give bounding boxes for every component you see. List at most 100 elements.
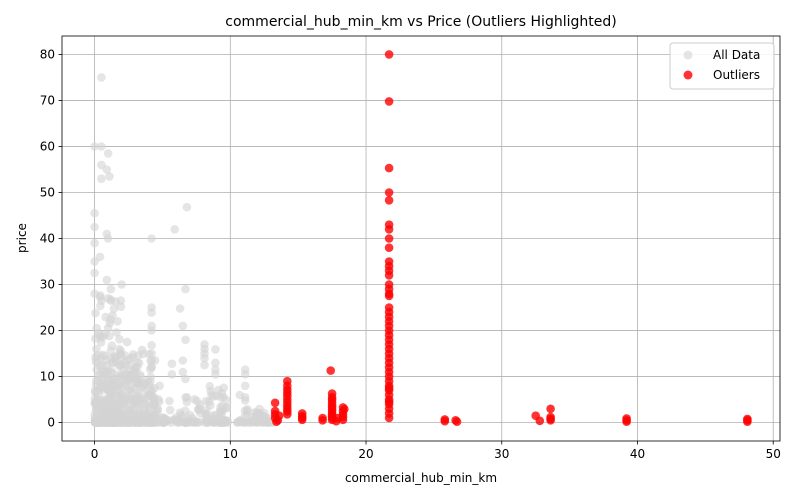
y-tick-label: 30 [40,278,55,292]
x-tick-label: 30 [494,447,509,461]
all-data-point [216,393,226,402]
x-tick-label: 50 [766,447,781,461]
y-tick-label: 60 [40,139,55,153]
y-tick-label: 10 [40,370,55,384]
outlier-point [272,417,281,427]
all-data-point [147,308,156,317]
outlier-point [452,417,462,427]
legend-marker-all-data [683,50,693,60]
legend-label-outliers: Outliers [713,68,760,82]
outlier-point [270,398,280,408]
legend-box [669,42,775,90]
outlier-point [384,163,394,173]
all-data-point [142,417,152,427]
outlier-point [546,416,555,425]
all-data-point [211,370,220,379]
all-data-point [103,234,113,243]
all-data-point [90,222,99,232]
all-data-point [155,381,164,391]
all-data-point [146,377,155,386]
all-data-point [95,406,104,415]
outlier-point [440,416,450,426]
all-data-point [92,418,101,427]
legend-marker-outliers [683,70,693,80]
all-data-point [109,304,119,314]
all-data-point [200,360,209,370]
all-data-point [90,238,99,248]
all-data-point [240,396,250,405]
all-data-point [114,398,124,408]
all-data-point [116,302,126,312]
all-data-point [113,317,122,326]
all-data-point [107,341,117,351]
all-data-point [243,404,252,414]
x-axis-label: commercial_hub_min_km [345,471,497,485]
all-data-point [200,353,209,363]
all-data-point [241,418,251,427]
outlier-point [384,97,394,106]
all-data-point [112,328,121,337]
all-data-point [90,386,100,396]
all-data-point [101,406,110,416]
legend-label-all-data: All Data [713,48,760,62]
all-data-point [201,396,211,406]
all-data-point [211,358,220,368]
all-data-point [153,404,162,414]
all-data-point [214,385,223,395]
all-data-point [92,344,101,354]
all-data-point [207,390,216,400]
grid [62,36,780,441]
outlier-point [384,291,394,301]
all-data-point [106,284,116,294]
all-data-point [169,415,179,424]
all-data-point [175,304,185,313]
outlier-point [622,417,631,427]
data-points [90,50,752,427]
all-data-point [102,275,112,285]
all-data-point [178,321,188,331]
all-data-point [97,174,106,183]
all-data-point [105,172,114,181]
all-data-point [97,296,106,306]
all-data-point [102,396,111,406]
y-tick-label: 80 [40,47,55,61]
all-data-point [105,331,114,341]
all-data-point [90,289,99,299]
y-tick-label: 70 [40,93,55,107]
y-axis-label: price [15,223,29,253]
all-data-point [124,392,134,401]
outlier-point [318,416,327,425]
outlier-point [384,225,394,234]
all-data-point [188,413,197,423]
outlier-point [297,415,307,425]
all-data-point [180,406,190,416]
outlier-point [743,417,752,427]
all-data-point [147,363,156,372]
all-data-point [182,397,192,407]
all-data-point [211,345,220,354]
outlier-point [384,50,394,59]
all-data-point [147,341,156,350]
y-tick-label: 20 [40,324,55,338]
all-data-point [125,371,135,380]
outlier-point [384,196,394,205]
all-data-point [103,149,113,158]
y-tick-label: 50 [40,185,55,199]
y-tick-label: 0 [47,416,55,430]
all-data-point [154,395,163,404]
all-data-point [165,405,175,415]
x-tick-label: 40 [630,447,645,461]
all-data-point [117,280,126,289]
all-data-point [181,374,190,384]
all-data-point [182,202,192,212]
all-data-point [101,355,111,365]
all-data-point [90,268,99,278]
all-data-point [167,370,177,379]
all-data-point [94,328,104,338]
all-data-point [98,366,107,375]
all-data-point [133,376,143,386]
all-data-point [116,360,125,370]
all-data-point [178,356,188,365]
all-data-point [116,391,125,401]
